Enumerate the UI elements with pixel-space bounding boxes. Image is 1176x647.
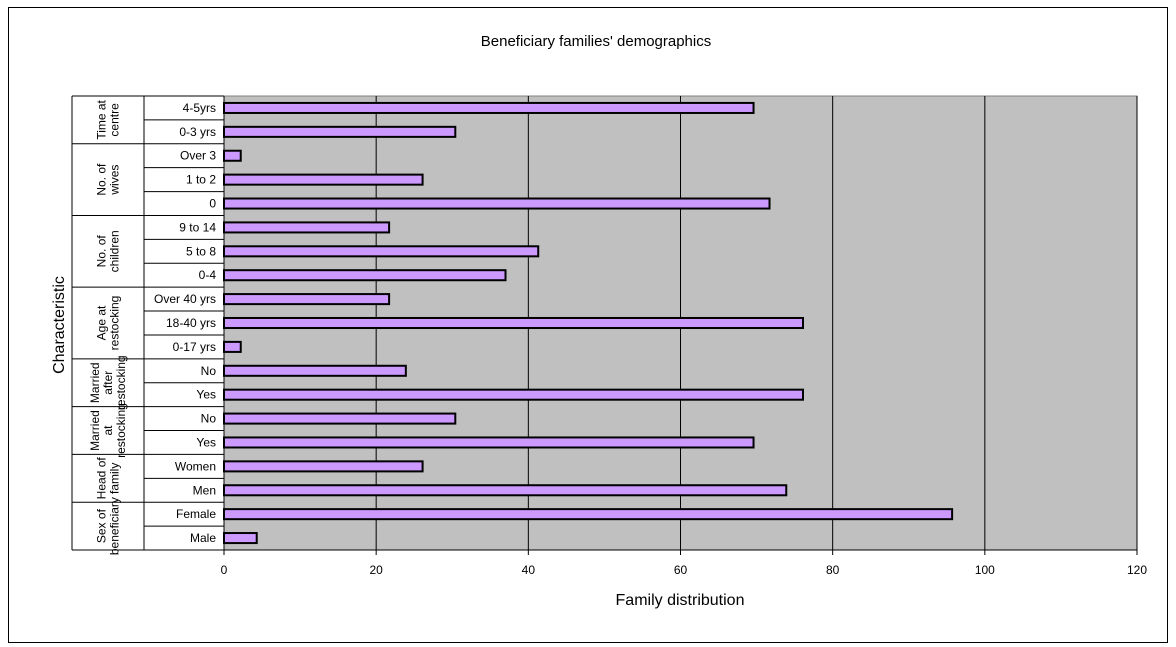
group-label: Marriedatrestocking [88, 403, 128, 458]
group-label-line: Age at [95, 305, 109, 340]
group-label: Time atcentre [95, 99, 122, 139]
x-tick-label: 60 [674, 563, 688, 577]
group-label: Age atrestocking [95, 296, 122, 351]
x-axis-label: Family distribution [616, 592, 745, 609]
group-label: Marriedafterrestocking [88, 355, 128, 410]
bar [223, 364, 407, 377]
category-tick-label: 9 to 14 [179, 220, 216, 234]
category-tick-label: Male [190, 531, 216, 545]
bar [223, 316, 804, 330]
x-tick-label: 100 [975, 563, 995, 577]
group-label-line: Sex of [95, 508, 109, 543]
group-label-line: children [108, 230, 122, 272]
group-label: No. ofwives [95, 163, 122, 196]
group-label-line: at [101, 425, 115, 436]
bar [223, 245, 540, 258]
bar [223, 412, 457, 425]
category-tick-label: Yes [196, 388, 216, 402]
category-tick-label: 1 to 2 [186, 173, 216, 187]
bar [223, 484, 788, 497]
y-axis-label: Characteristic [51, 276, 68, 374]
group-label-line: beneficiary [108, 497, 122, 555]
bar [223, 293, 391, 306]
x-tick-label: 120 [1127, 563, 1147, 577]
category-tick-label: 0-17 yrs [173, 340, 216, 354]
bar [223, 532, 258, 545]
group-label-line: restocking [108, 296, 122, 351]
bar [223, 508, 954, 521]
group-label: No. ofchildren [95, 230, 122, 272]
category-tick-label: No [201, 364, 217, 378]
group-label: Head offamily [95, 457, 122, 500]
x-tick-label: 0 [221, 563, 228, 577]
group-label-line: Married [88, 410, 102, 451]
group-label: Sex ofbeneficiary [95, 497, 122, 555]
category-tick-label: 0 [209, 197, 216, 211]
group-label-line: Time at [95, 99, 109, 139]
category-tick-label: 4-5yrs [183, 101, 216, 115]
category-tick-label: Men [193, 483, 216, 497]
category-tick-label: 18-40 yrs [166, 316, 216, 330]
group-label-line: restocking [114, 355, 128, 410]
category-tick-label: 5 to 8 [186, 244, 216, 258]
group-label-line: restocking [114, 403, 128, 458]
bar [223, 460, 424, 473]
x-tick-label: 20 [369, 563, 383, 577]
bar [223, 388, 804, 401]
group-label-line: Married [88, 362, 102, 403]
group-label-line: No. of [95, 163, 109, 196]
group-label-line: No. of [95, 235, 109, 268]
bar [223, 340, 242, 353]
group-label-line: centre [108, 103, 122, 137]
category-tick-label: No [201, 412, 217, 426]
category-tick-label: 0-4 [199, 268, 217, 282]
group-label-line: wives [108, 165, 122, 196]
bar [223, 125, 457, 138]
bar [223, 197, 771, 210]
x-tick-label: 80 [826, 563, 840, 577]
category-tick-label: 0-3 yrs [179, 125, 216, 139]
chart-title: Beneficiary families' demographics [481, 33, 711, 50]
category-tick-label: Over 3 [180, 149, 216, 163]
bar [223, 149, 242, 162]
bar [223, 101, 755, 114]
x-tick-label: 40 [522, 563, 536, 577]
category-tick-label: Over 40 yrs [154, 292, 216, 306]
category-tick-label: Yes [196, 435, 216, 449]
category-tick-label: Women [175, 459, 216, 473]
group-label-line: family [108, 463, 122, 494]
group-label-line: after [101, 371, 115, 395]
bar [223, 173, 424, 186]
plot-area: Male Female Men Women Yes No Yes No 0-17 yrs 18-4… [71, 95, 1147, 577]
bar [223, 221, 391, 234]
group-label-line: Head of [95, 457, 109, 500]
category-tick-label: Female [176, 507, 216, 521]
bar [223, 436, 755, 449]
bar [223, 269, 507, 282]
